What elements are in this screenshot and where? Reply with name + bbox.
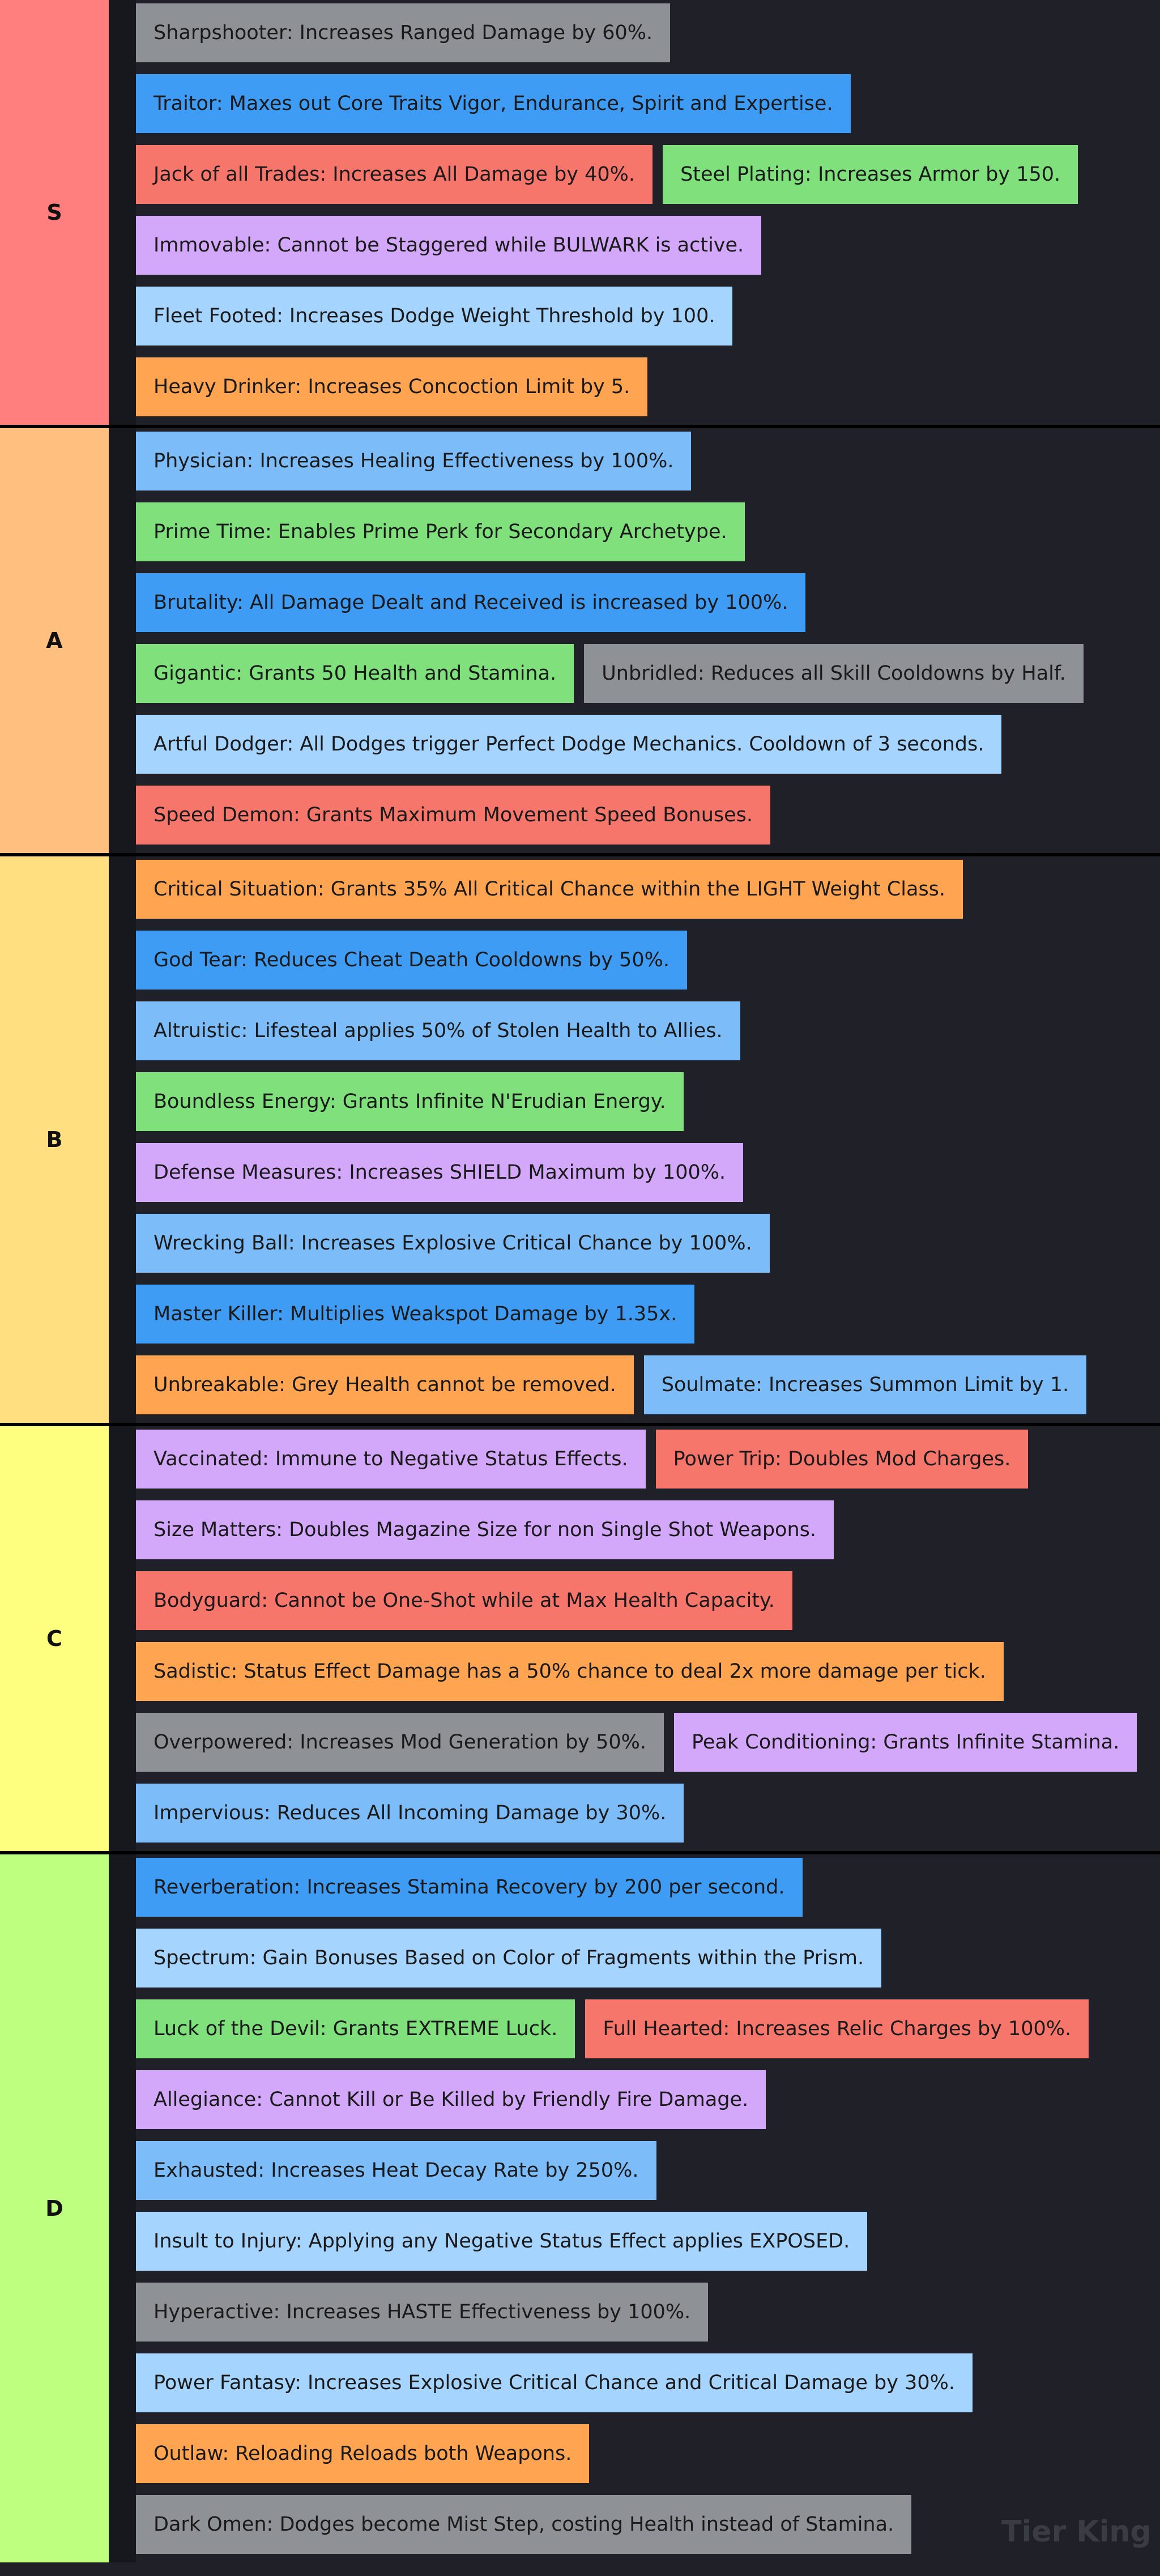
- item-row: Impervious: Reduces All Incoming Damage …: [136, 1784, 1160, 1843]
- item-row: Sharpshooter: Increases Ranged Damage by…: [136, 3, 1160, 62]
- tier-row: D Reverberation: Increases Stamina Recove…: [0, 1854, 1160, 2562]
- tier-label: C: [0, 1426, 136, 1851]
- tier-item[interactable]: Defense Measures: Increases SHIELD Maxim…: [136, 1143, 744, 1202]
- tier-item[interactable]: Allegiance: Cannot Kill or Be Killed by …: [136, 2070, 766, 2129]
- tier-items: Sharpshooter: Increases Ranged Damage by…: [136, 0, 1160, 425]
- tier-item[interactable]: Sharpshooter: Increases Ranged Damage by…: [136, 3, 671, 62]
- item-row: Prime Time: Enables Prime Perk for Secon…: [136, 502, 1160, 561]
- tier-item[interactable]: Insult to Injury: Applying any Negative …: [136, 2212, 868, 2271]
- tier-item[interactable]: Hyperactive: Increases HASTE Effectivene…: [136, 2283, 709, 2342]
- tier-item[interactable]: Speed Demon: Grants Maximum Movement Spe…: [136, 786, 771, 845]
- item-row: Physician: Increases Healing Effectivene…: [136, 432, 1160, 491]
- tier-item[interactable]: Boundless Energy: Grants Infinite N'Erud…: [136, 1072, 684, 1131]
- item-row: God Tear: Reduces Cheat Death Cooldowns …: [136, 931, 1160, 990]
- tier-item[interactable]: Critical Situation: Grants 35% All Criti…: [136, 860, 963, 919]
- tier-item[interactable]: Artful Dodger: All Dodges trigger Perfec…: [136, 715, 1002, 774]
- tier-items: Physician: Increases Healing Effectivene…: [136, 428, 1160, 853]
- tier-row: S Sharpshooter: Increases Ranged Damage b…: [0, 0, 1160, 428]
- tier-item[interactable]: Bodyguard: Cannot be One-Shot while at M…: [136, 1571, 792, 1630]
- item-row: Spectrum: Gain Bonuses Based on Color of…: [136, 1929, 1160, 1988]
- tier-item[interactable]: Soulmate: Increases Summon Limit by 1.: [643, 1355, 1087, 1414]
- item-row: Fleet Footed: Increases Dodge Weight Thr…: [136, 287, 1160, 346]
- tier-item[interactable]: Dark Omen: Dodges become Mist Step, cost…: [136, 2495, 912, 2554]
- tier-item[interactable]: Traitor: Maxes out Core Traits Vigor, En…: [136, 74, 851, 133]
- watermark: Tier King: [1001, 2515, 1152, 2549]
- tier-item[interactable]: Reverberation: Increases Stamina Recover…: [136, 1858, 803, 1917]
- item-row: Heavy Drinker: Increases Concoction Limi…: [136, 357, 1160, 416]
- item-row: Gigantic: Grants 50 Health and Stamina. U…: [136, 644, 1160, 703]
- tier-item[interactable]: Overpowered: Increases Mod Generation by…: [136, 1713, 664, 1772]
- item-row: Hyperactive: Increases HASTE Effectivene…: [136, 2283, 1160, 2342]
- item-row: Defense Measures: Increases SHIELD Maxim…: [136, 1143, 1160, 1202]
- tier-label: A: [0, 428, 136, 853]
- tier-label: D: [0, 1854, 136, 2562]
- tier-item[interactable]: Luck of the Devil: Grants EXTREME Luck.: [136, 1999, 575, 2058]
- item-row: Insult to Injury: Applying any Negative …: [136, 2212, 1160, 2271]
- tier-item[interactable]: Size Matters: Doubles Magazine Size for …: [136, 1500, 834, 1559]
- tier-item[interactable]: Peak Conditioning: Grants Infinite Stami…: [674, 1713, 1137, 1772]
- item-row: Unbreakable: Grey Health cannot be remov…: [136, 1355, 1160, 1414]
- tier-label: S: [0, 0, 136, 425]
- tier-item[interactable]: Power Fantasy: Increases Explosive Criti…: [136, 2353, 973, 2412]
- item-row: Critical Situation: Grants 35% All Criti…: [136, 860, 1160, 919]
- item-row: Exhausted: Increases Heat Decay Rate by …: [136, 2141, 1160, 2200]
- item-row: Reverberation: Increases Stamina Recover…: [136, 1858, 1160, 1917]
- item-row: Sadistic: Status Effect Damage has a 50%…: [136, 1642, 1160, 1701]
- tier-item[interactable]: Exhausted: Increases Heat Decay Rate by …: [136, 2141, 656, 2200]
- tier-items: Reverberation: Increases Stamina Recover…: [136, 1854, 1160, 2562]
- tier-item[interactable]: Sadistic: Status Effect Damage has a 50%…: [136, 1642, 1004, 1701]
- tier-item[interactable]: Full Hearted: Increases Relic Charges by…: [585, 1999, 1089, 2058]
- item-row: Luck of the Devil: Grants EXTREME Luck. F…: [136, 1999, 1160, 2058]
- tier-item[interactable]: Spectrum: Gain Bonuses Based on Color of…: [136, 1929, 882, 1988]
- item-row: Boundless Energy: Grants Infinite N'Erud…: [136, 1072, 1160, 1131]
- tier-item[interactable]: Wrecking Ball: Increases Explosive Criti…: [136, 1214, 770, 1273]
- tier-item[interactable]: Brutality: All Damage Dealt and Received…: [136, 573, 806, 632]
- tier-item[interactable]: Steel Plating: Increases Armor by 150.: [663, 145, 1078, 204]
- tier-item[interactable]: Impervious: Reduces All Incoming Damage …: [136, 1784, 684, 1843]
- item-row: Jack of all Trades: Increases All Damage…: [136, 145, 1160, 204]
- item-row: Master Killer: Multiplies Weakspot Damag…: [136, 1285, 1160, 1344]
- item-row: Brutality: All Damage Dealt and Received…: [136, 573, 1160, 632]
- item-row: Artful Dodger: All Dodges trigger Perfec…: [136, 715, 1160, 774]
- tier-item[interactable]: Altruistic: Lifesteal applies 50% of Sto…: [136, 1001, 740, 1060]
- tier-item[interactable]: Unbridled: Reduces all Skill Cooldowns b…: [584, 644, 1084, 703]
- tier-row: A Physician: Increases Healing Effectiven…: [0, 428, 1160, 856]
- item-row: Allegiance: Cannot Kill or Be Killed by …: [136, 2070, 1160, 2129]
- item-row: Overpowered: Increases Mod Generation by…: [136, 1713, 1160, 1772]
- item-row: Speed Demon: Grants Maximum Movement Spe…: [136, 786, 1160, 845]
- item-row: Traitor: Maxes out Core Traits Vigor, En…: [136, 74, 1160, 133]
- tier-item[interactable]: Gigantic: Grants 50 Health and Stamina.: [136, 644, 574, 703]
- item-row: Immovable: Cannot be Staggered while BUL…: [136, 216, 1160, 275]
- item-row: Power Fantasy: Increases Explosive Criti…: [136, 2353, 1160, 2412]
- tier-item[interactable]: Master Killer: Multiplies Weakspot Damag…: [136, 1285, 695, 1344]
- tier-label: B: [0, 856, 136, 1423]
- item-row: Outlaw: Reloading Reloads both Weapons.: [136, 2424, 1160, 2483]
- tier-item[interactable]: Jack of all Trades: Increases All Damage…: [136, 145, 653, 204]
- tier-items: Vaccinated: Immune to Negative Status Ef…: [136, 1426, 1160, 1851]
- tier-item[interactable]: Power Trip: Doubles Mod Charges.: [655, 1430, 1029, 1489]
- item-row: Vaccinated: Immune to Negative Status Ef…: [136, 1430, 1160, 1489]
- tier-item[interactable]: Physician: Increases Healing Effectivene…: [136, 432, 692, 491]
- tier-row: C Vaccinated: Immune to Negative Status E…: [0, 1426, 1160, 1854]
- tier-item[interactable]: God Tear: Reduces Cheat Death Cooldowns …: [136, 931, 687, 990]
- tier-item[interactable]: Heavy Drinker: Increases Concoction Limi…: [136, 357, 648, 416]
- tier-item[interactable]: Outlaw: Reloading Reloads both Weapons.: [136, 2424, 590, 2483]
- item-row: Bodyguard: Cannot be One-Shot while at M…: [136, 1571, 1160, 1630]
- tier-item[interactable]: Fleet Footed: Increases Dodge Weight Thr…: [136, 287, 733, 346]
- item-row: Size Matters: Doubles Magazine Size for …: [136, 1500, 1160, 1559]
- tier-row: B Critical Situation: Grants 35% All Crit…: [0, 856, 1160, 1426]
- tier-item[interactable]: Immovable: Cannot be Staggered while BUL…: [136, 216, 762, 275]
- tier-item[interactable]: Vaccinated: Immune to Negative Status Ef…: [136, 1430, 646, 1489]
- tier-item[interactable]: Prime Time: Enables Prime Perk for Secon…: [136, 502, 745, 561]
- item-row: Dark Omen: Dodges become Mist Step, cost…: [136, 2495, 1160, 2554]
- item-row: Altruistic: Lifesteal applies 50% of Sto…: [136, 1001, 1160, 1060]
- tier-items: Critical Situation: Grants 35% All Criti…: [136, 856, 1160, 1423]
- tier-item[interactable]: Unbreakable: Grey Health cannot be remov…: [136, 1355, 634, 1414]
- item-row: Wrecking Ball: Increases Explosive Criti…: [136, 1214, 1160, 1273]
